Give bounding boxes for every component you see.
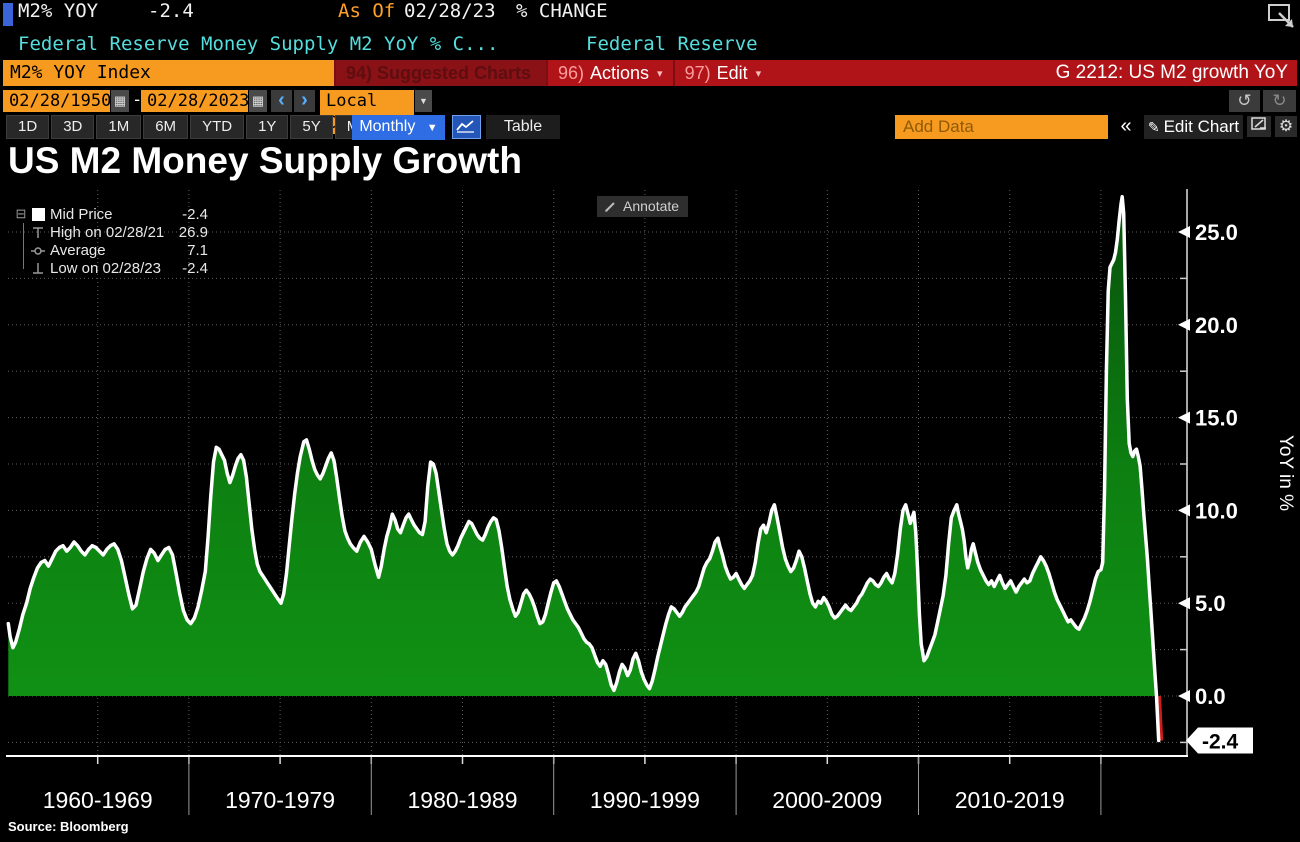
svg-text:1980-1989: 1980-1989: [408, 787, 518, 813]
chevron-down-icon: ▾: [755, 67, 762, 80]
redo-icon[interactable]: ↻: [1263, 90, 1296, 112]
last-value: -2.4: [148, 0, 194, 22]
svg-text:0.0: 0.0: [1195, 684, 1226, 709]
legend-label: High on 02/28/21: [50, 223, 165, 241]
pencil-icon: ✎: [1147, 119, 1160, 135]
chart-options-icon[interactable]: [1247, 116, 1271, 137]
average-marker-icon: [31, 246, 45, 255]
legend-item[interactable]: High on 02/28/21 26.9: [12, 223, 208, 241]
popout-monitor-icon[interactable]: [1266, 2, 1298, 30]
legend-bracket: [23, 223, 24, 269]
tab-period-5y[interactable]: 5Y: [290, 115, 333, 139]
frequency-select[interactable]: Monthly ▼: [352, 115, 445, 140]
low-marker-icon: [33, 262, 43, 274]
undo-icon[interactable]: ↺: [1229, 90, 1260, 112]
frequency-label: Monthly: [359, 118, 416, 135]
security-description: Federal Reserve Money Supply M2 YoY % C.…: [18, 33, 499, 55]
annotate-button[interactable]: Annotate: [597, 196, 689, 217]
edit-menu[interactable]: 97) Edit ▾: [672, 60, 772, 86]
chart-toolbar: 1D3D1M6MYTD1Y5YMax Monthly ▼ Table Add D…: [0, 115, 1300, 140]
legend-item[interactable]: ⊟ Mid Price -2.4: [12, 205, 208, 223]
next-period-button[interactable]: ›: [294, 90, 315, 112]
tab-period-1m[interactable]: 1M: [96, 115, 142, 139]
page-title: US M2 Money Supply Growth: [8, 140, 522, 181]
svg-text:2010-2019: 2010-2019: [955, 787, 1065, 813]
svg-text:5.0: 5.0: [1195, 591, 1226, 616]
calendar-icon[interactable]: ▦: [111, 90, 129, 112]
legend-value: -2.4: [182, 259, 208, 277]
svg-text:2000-2009: 2000-2009: [772, 787, 882, 813]
svg-text:-2.4: -2.4: [1202, 731, 1239, 754]
prev-period-button[interactable]: ‹: [271, 90, 292, 112]
svg-text:1970-1979: 1970-1979: [225, 787, 335, 813]
end-date-input[interactable]: 02/28/2023: [141, 90, 249, 112]
tab-period-6m[interactable]: 6M: [143, 115, 189, 139]
security-source: Federal Reserve: [586, 33, 758, 55]
annotate-label: Annotate: [623, 198, 680, 214]
legend-item[interactable]: Average 7.1: [12, 241, 208, 259]
edit-chart-label: Edit Chart: [1163, 117, 1240, 136]
calendar-icon[interactable]: ▦: [249, 90, 267, 112]
as-of-label: As Of: [338, 0, 396, 22]
collapse-panel-button[interactable]: «: [1120, 115, 1132, 137]
edit-number: 97): [684, 62, 711, 83]
annotate-pencil-icon: [605, 201, 615, 212]
start-date-input[interactable]: 02/28/1950: [3, 90, 111, 112]
actions-label: Actions: [590, 62, 650, 83]
range-bar: 02/28/1950 ▦ - 02/28/2023 ▦ ‹ › Local CC…: [0, 90, 1300, 134]
as-of-date: 02/28/23: [404, 0, 496, 22]
security-description-bar: Federal Reserve Money Supply M2 YoY % C.…: [0, 33, 1300, 58]
period-tabs: 1D3D1M6MYTD1Y5YMax: [6, 115, 388, 139]
tab-period-ytd[interactable]: YTD: [190, 115, 245, 139]
tab-period-3d[interactable]: 3D: [51, 115, 95, 139]
high-marker-icon: [33, 226, 43, 238]
tab-period-1d[interactable]: 1D: [6, 115, 50, 139]
chevron-down-icon[interactable]: ▼: [415, 90, 432, 112]
line-chart-icon: [456, 120, 474, 133]
collapse-box-icon[interactable]: ⊟: [15, 206, 27, 221]
add-data-input[interactable]: Add Data: [895, 115, 1108, 139]
header-bar: M2% YOY -2.4 As Of 02/28/23 % CHANGE: [0, 0, 1300, 28]
chart-function-id: G 2212: US M2 growth YoY: [1055, 62, 1288, 83]
legend-item[interactable]: Low on 02/28/23 -2.4: [12, 259, 208, 277]
chart-edit-icon: [1251, 117, 1266, 130]
svg-text:1960-1969: 1960-1969: [43, 787, 153, 813]
gear-icon[interactable]: ⚙: [1275, 116, 1297, 137]
change-label: % CHANGE: [516, 0, 608, 22]
actions-number: 96): [558, 62, 585, 83]
tab-period-1y[interactable]: 1Y: [246, 115, 289, 139]
security-input[interactable]: M2% YOY Index: [3, 60, 334, 86]
legend-label: Low on 02/28/23: [50, 259, 161, 277]
line-chart-type-button[interactable]: [452, 115, 481, 139]
legend-label: Average: [50, 241, 106, 259]
chevron-down-icon: ▾: [657, 67, 663, 80]
legend-value: 7.1: [187, 241, 208, 259]
svg-text:20.0: 20.0: [1195, 313, 1238, 338]
suggested-charts-button[interactable]: 94) Suggested Charts: [334, 60, 546, 86]
legend-value: -2.4: [182, 205, 208, 223]
legend-label: Mid Price: [50, 205, 113, 223]
date-range-separator: -: [132, 90, 143, 110]
axes: 0.0 5.0 10.0 15.0 20.0 25.0 -2.4 YoY in % 1960-1…: [6, 189, 1296, 815]
svg-text:YoY in %: YoY in %: [1275, 435, 1296, 511]
source-note: Source: Bloomberg: [8, 819, 129, 834]
chart-legend[interactable]: ⊟ Mid Price -2.4 High on 02/28/21 26.9 Averag…: [12, 205, 208, 277]
terminal-cursor: [3, 3, 13, 26]
legend-value: 26.9: [178, 223, 208, 241]
ticker: M2% YOY: [18, 0, 99, 22]
edit-label: Edit: [716, 62, 748, 83]
svg-text:15.0: 15.0: [1195, 406, 1238, 431]
chevron-down-icon: ▼: [426, 122, 438, 134]
series-swatch-icon: [31, 207, 45, 221]
price-series: [6, 194, 1164, 743]
table-button[interactable]: Table: [486, 115, 560, 139]
svg-text:10.0: 10.0: [1195, 498, 1238, 523]
svg-text:1990-1999: 1990-1999: [590, 787, 700, 813]
command-bar: M2% YOY Index 94) Suggested Charts 96) A…: [3, 60, 1297, 86]
svg-text:25.0: 25.0: [1195, 220, 1238, 245]
actions-menu[interactable]: 96) Actions ▾: [546, 60, 673, 86]
edit-chart-button[interactable]: ✎ Edit Chart: [1144, 115, 1243, 139]
